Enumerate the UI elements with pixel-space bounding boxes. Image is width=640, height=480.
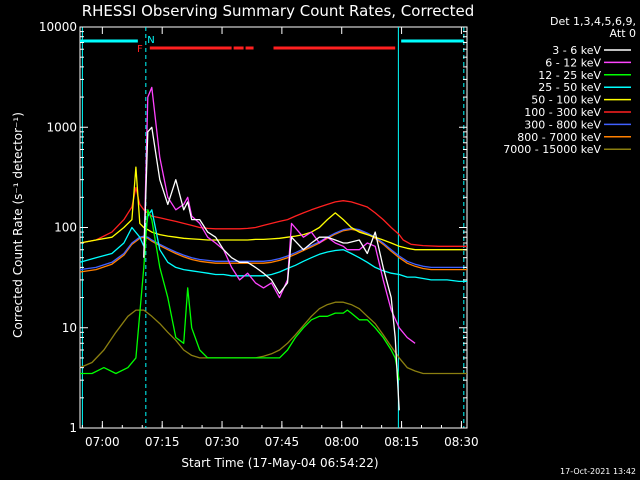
y-tick-label: 1 — [69, 421, 77, 435]
series-line-1 — [143, 86, 416, 344]
legend-header: Att 0 — [610, 27, 636, 40]
legend-label: 6 - 12 keV — [545, 56, 601, 69]
x-tick-label: 07:45 — [265, 435, 300, 449]
series-line-7 — [79, 228, 467, 273]
legend-label: 800 - 7000 keV — [517, 131, 601, 144]
chart-title: RHESSI Observing Summary Count Rates, Co… — [82, 2, 475, 20]
x-tick-label: 08:00 — [324, 435, 359, 449]
y-tick-label: 100 — [54, 221, 77, 235]
legend-label: 3 - 6 keV — [552, 44, 601, 57]
x-tick-label: 07:30 — [205, 435, 240, 449]
y-tick-label: 10 — [62, 321, 77, 335]
series-line-8 — [79, 301, 467, 375]
legend-label: 300 - 800 keV — [524, 118, 601, 131]
generation-timestamp: 17-Oct-2021 13:42 — [560, 467, 636, 476]
series-line-6 — [79, 227, 467, 271]
y-axis: 1 10 100 1000 10000 — [39, 20, 467, 435]
series-line-0 — [143, 126, 400, 411]
plot-area: FN — [79, 26, 468, 429]
series-line-2 — [80, 209, 400, 381]
x-tick-label: 08:30 — [444, 435, 479, 449]
x-tick-label: 07:15 — [145, 435, 180, 449]
x-axis: 07:00 07:15 07:30 07:45 08:00 08:15 08:30 — [81, 27, 479, 449]
series-line-3 — [79, 209, 467, 283]
flag-label-f: F — [137, 44, 143, 55]
legend-label: 50 - 100 keV — [531, 94, 601, 107]
legend-label: 100 - 300 keV — [524, 106, 601, 119]
x-axis-label: Start Time (17-May-04 06:54:22) — [181, 456, 378, 470]
series-line-5 — [79, 186, 467, 247]
y-tick-label: 1000 — [46, 120, 77, 134]
legend-label: 12 - 25 keV — [538, 69, 601, 82]
legend-label: 25 - 50 keV — [538, 81, 601, 94]
x-tick-label: 08:15 — [384, 435, 419, 449]
x-tick-label: 07:00 — [85, 435, 120, 449]
legend-header: Det 1,3,4,5,6,9, — [550, 15, 636, 28]
y-tick-label: 10000 — [39, 20, 77, 34]
y-axis-label: Corrected Count Rate (s⁻¹ detector⁻¹) — [11, 112, 25, 338]
series-line-4 — [79, 166, 467, 251]
flag-label-n: N — [147, 35, 154, 46]
legend-label: 7000 - 15000 keV — [503, 143, 601, 156]
